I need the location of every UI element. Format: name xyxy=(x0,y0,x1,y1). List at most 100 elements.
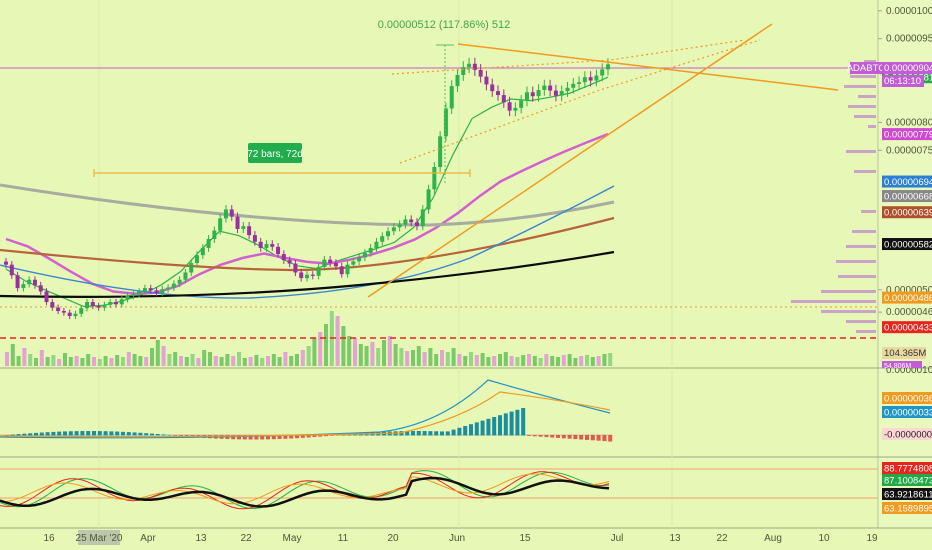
candle-body xyxy=(542,85,547,91)
candle-body xyxy=(345,264,350,275)
volume-bar xyxy=(138,356,143,366)
macd-histogram-bar xyxy=(515,409,520,436)
candle-body xyxy=(438,136,443,168)
date-axis: 16 25 Mar '20 Apr 13 22 May 11 20 Jun 15 Jul 13 22 Au… xyxy=(43,530,878,545)
candle-body xyxy=(218,218,223,231)
candle-body xyxy=(328,259,333,263)
candle-body xyxy=(229,209,234,217)
macd-histogram-bar xyxy=(324,435,328,437)
volume-profile-bar xyxy=(864,60,876,63)
countdown-tag-box xyxy=(882,75,924,87)
macd-histogram-bar xyxy=(51,431,56,436)
date-tick-label: 22 xyxy=(240,533,252,544)
volume-bar xyxy=(190,354,195,366)
volume-bar xyxy=(289,356,294,366)
candle-body xyxy=(247,226,252,236)
candle-body xyxy=(137,291,142,295)
symbol-tag-box xyxy=(850,62,882,74)
candle-body xyxy=(27,279,32,285)
date-tick-label: Jul xyxy=(611,533,624,544)
ma-line xyxy=(5,132,609,295)
ma-200-gray xyxy=(0,183,615,227)
volume-bar xyxy=(144,357,149,366)
volume-tag: 104.365M xyxy=(884,348,926,359)
macd-histogram-bar xyxy=(544,435,549,438)
volume-bar xyxy=(155,340,160,366)
macd-tag: -0.00000003 xyxy=(884,430,932,441)
candle-body xyxy=(119,299,124,305)
volume-bar xyxy=(370,342,375,366)
macd-histogram-bar xyxy=(283,435,288,439)
rsi-tag: 63.92186110 xyxy=(884,490,932,501)
volume-bar xyxy=(405,351,410,366)
volume-bar xyxy=(451,348,456,366)
candle-body xyxy=(276,246,281,255)
macd-histogram-bar xyxy=(167,434,172,436)
macd-histogram-bar xyxy=(306,435,311,438)
volume-bar xyxy=(457,354,462,366)
volume-bar xyxy=(132,354,137,366)
volume-profile-bar xyxy=(836,260,876,263)
macd-histogram-bar xyxy=(503,413,508,436)
volume-profile-bar xyxy=(821,290,876,293)
volume-bar xyxy=(399,348,404,366)
volume-bar xyxy=(474,355,479,366)
volume-bar xyxy=(538,358,543,366)
candle-body xyxy=(171,283,176,288)
macd-histogram-bar xyxy=(34,432,38,436)
candle-body xyxy=(293,263,298,273)
volume-bar xyxy=(22,348,27,366)
volume-bar xyxy=(411,350,415,366)
macd-histogram-bar xyxy=(509,411,514,436)
macd-histogram-bar xyxy=(492,417,497,436)
volume-bar xyxy=(45,357,50,366)
macd-tag: 0.00000036 xyxy=(884,394,932,405)
price-tag: 0.00000433 xyxy=(884,323,932,334)
candle-body xyxy=(565,87,570,92)
candle-body xyxy=(600,69,605,76)
volume-profile-bar xyxy=(844,85,876,88)
date-tick-label: 25 Mar '20 xyxy=(76,533,123,544)
last-price-tag: 0.00000904 xyxy=(884,63,932,74)
volume-bar xyxy=(532,356,537,366)
candle-body xyxy=(333,262,338,267)
volume-bar xyxy=(248,357,253,366)
macd-histogram-bar xyxy=(161,434,166,436)
volume-bar xyxy=(121,357,125,366)
candle-body xyxy=(102,304,107,308)
rsi-tag-box xyxy=(882,488,932,500)
candle-body xyxy=(374,241,379,248)
macd-histogram-bar xyxy=(5,435,9,436)
symbol-tag: ADABTC xyxy=(847,63,886,74)
candle-body xyxy=(571,83,576,88)
macd-histogram-bar xyxy=(399,431,404,436)
volume-bar xyxy=(260,358,265,366)
macd-histogram-bar xyxy=(480,420,485,436)
candle-body xyxy=(524,92,529,101)
date-tick-label: May xyxy=(283,533,302,544)
candle-body xyxy=(310,274,315,276)
macd-histogram-bar xyxy=(115,431,120,436)
date-tick-label: 10 xyxy=(818,533,830,544)
macd-histogram-bar xyxy=(335,434,340,436)
volume-bar xyxy=(63,353,67,366)
candle-body xyxy=(252,235,257,242)
volume-bar xyxy=(434,354,439,366)
volume-bar xyxy=(387,336,392,366)
candle-body xyxy=(200,247,205,256)
macd-histogram-bar xyxy=(550,435,555,438)
volume-bar xyxy=(440,350,444,366)
candle-body xyxy=(56,307,61,311)
volume-bar xyxy=(68,357,73,366)
rsi-tag-box xyxy=(882,462,932,474)
candle-body xyxy=(351,261,356,265)
countdown-tag: 06:13:10 xyxy=(884,76,921,87)
volume-bar xyxy=(608,353,613,366)
macd-histogram-bar xyxy=(10,434,15,436)
candle-body xyxy=(594,75,599,81)
macd-histogram-bar xyxy=(109,431,114,436)
